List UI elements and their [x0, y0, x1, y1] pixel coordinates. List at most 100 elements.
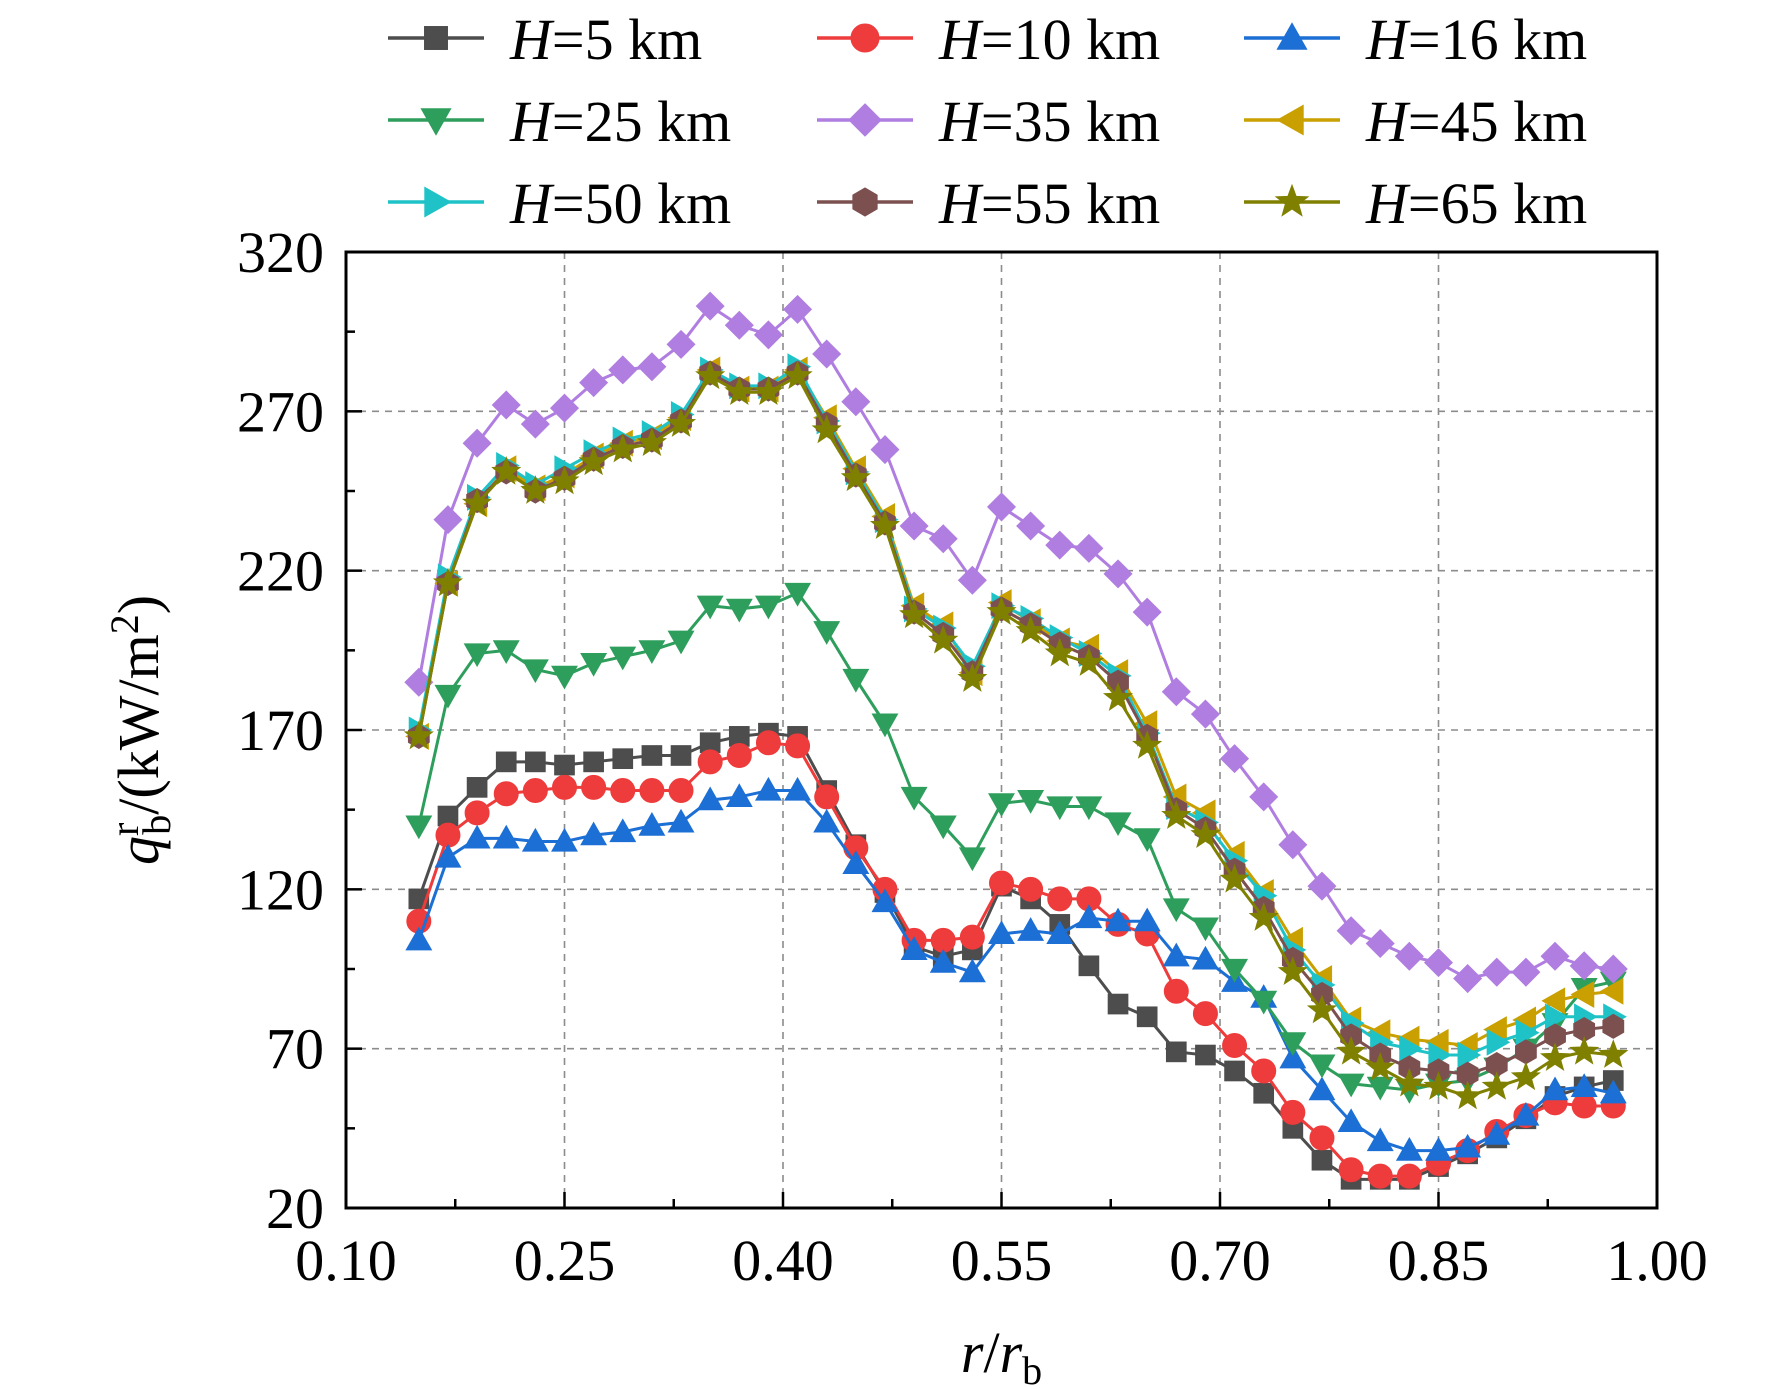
data-point: [1394, 1067, 1425, 1097]
data-point: [520, 475, 551, 504]
x-tick-label: 0.10: [295, 1228, 397, 1293]
data-point: [1046, 796, 1074, 821]
data-point: [1453, 964, 1483, 994]
legend-marker: [850, 23, 880, 53]
data-point: [1280, 1099, 1306, 1125]
data-point: [492, 824, 520, 849]
data-point: [491, 390, 521, 420]
data-point: [899, 599, 930, 629]
data-point: [1017, 917, 1045, 941]
data-point: [986, 492, 1017, 522]
data-point: [1306, 994, 1338, 1024]
legend-marker: [424, 26, 448, 50]
data-point: [725, 783, 753, 808]
series-5: [404, 291, 1628, 994]
series-line: [417, 374, 1614, 1099]
data-point: [1336, 1036, 1367, 1065]
data-point: [1602, 1013, 1625, 1039]
data-point: [1017, 790, 1045, 814]
data-point: [667, 630, 695, 655]
data-point: [1512, 1101, 1540, 1126]
x-axis-title-sub: b: [1022, 1348, 1042, 1389]
data-point: [612, 748, 634, 770]
legend-label-rest: =35 km: [981, 89, 1160, 154]
data-point: [462, 428, 492, 458]
legend-item-5: H=35 km: [817, 89, 1160, 154]
ticks: 0.10 0.25 0.40 0.55 0.70 0.85 1.00 20 70 120 170 22…: [237, 220, 1708, 1293]
data-point: [1222, 1032, 1248, 1058]
y-tick-label: 320: [237, 220, 324, 285]
data-point: [755, 730, 781, 756]
y-tick-label: 70: [266, 1017, 324, 1082]
data-point: [608, 355, 638, 385]
data-point: [900, 786, 928, 811]
data-point: [491, 456, 522, 485]
legend-marker: [852, 187, 878, 217]
data-point: [1075, 796, 1103, 821]
data-point: [580, 821, 608, 846]
legend-label-rest: =50 km: [552, 171, 731, 236]
data-point: [871, 888, 899, 913]
data-point: [670, 745, 692, 766]
legend-item-1: H=5 km: [388, 7, 702, 72]
data-point: [1366, 1127, 1394, 1152]
data-point: [813, 808, 841, 833]
data-point: [1452, 1080, 1483, 1110]
legend-label: H=65 km: [1365, 171, 1587, 236]
data-point: [1394, 941, 1424, 971]
data-point: [551, 665, 578, 690]
data-point: [900, 936, 928, 960]
data-point: [696, 786, 724, 811]
data-point: [637, 352, 667, 382]
data-point: [1103, 559, 1133, 589]
data-point: [1483, 1121, 1511, 1145]
data-point: [1486, 1028, 1511, 1056]
x-tick-label: 1.00: [1606, 1228, 1708, 1293]
legend-label: H=35 km: [938, 89, 1160, 154]
series-3: [405, 776, 1627, 1161]
data-point: [1190, 819, 1221, 848]
data-point: [466, 777, 488, 798]
data-point: [1365, 1051, 1396, 1081]
legend: H=5 km H=10 km H=16 kmH=25 km H=35 km H=45 k…: [388, 7, 1587, 236]
legend-marker: [1274, 183, 1310, 217]
data-point: [1047, 886, 1073, 912]
data-point: [1253, 1082, 1275, 1104]
data-point: [870, 435, 900, 465]
legend-item-8: H=55 km: [817, 171, 1160, 236]
y-tick-label: 170: [237, 698, 324, 763]
data-point: [784, 776, 812, 801]
data-point: [638, 811, 666, 836]
data-point: [1162, 942, 1190, 967]
data-point: [549, 465, 580, 495]
data-point: [493, 781, 519, 807]
data-point: [1277, 956, 1308, 986]
data-point: [1132, 730, 1163, 759]
data-point: [1248, 902, 1279, 931]
data-point: [726, 742, 752, 768]
data-point: [1570, 981, 1595, 1008]
data-point: [813, 621, 841, 645]
series-layer: [403, 291, 1629, 1190]
data-point: [928, 524, 958, 554]
data-point: [405, 926, 433, 951]
data-point: [403, 720, 434, 750]
data-point: [696, 595, 724, 620]
x-axis-title-var: r: [961, 1320, 984, 1385]
y-tick-label: 120: [237, 857, 324, 922]
data-point: [841, 387, 871, 417]
legend-label: H=55 km: [938, 171, 1160, 236]
data-point: [1481, 1071, 1512, 1100]
data-point: [1219, 863, 1250, 893]
data-point: [610, 778, 636, 804]
data-point: [695, 360, 726, 390]
data-point: [578, 446, 609, 476]
data-point: [1073, 647, 1104, 676]
data-point: [928, 624, 959, 654]
data-point: [695, 291, 725, 321]
legend-label-var: H: [938, 89, 984, 154]
data-point: [784, 582, 812, 607]
data-point: [667, 808, 695, 833]
data-point: [1544, 1003, 1569, 1031]
